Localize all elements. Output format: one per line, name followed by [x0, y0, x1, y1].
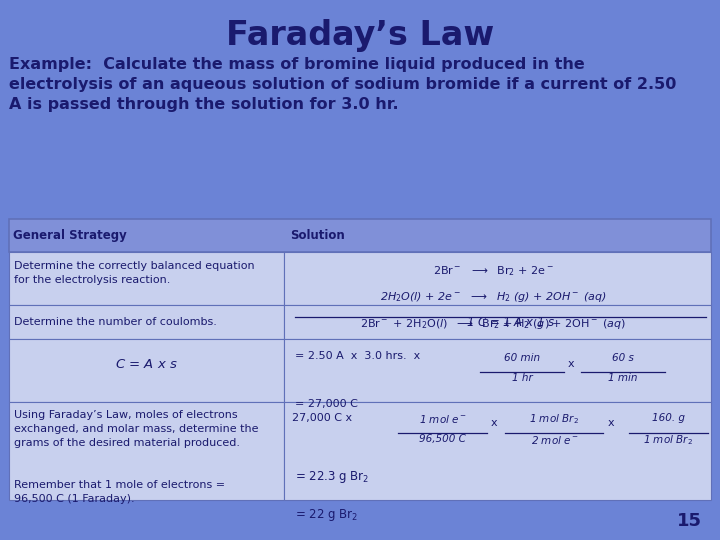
Text: 1 min: 1 min: [608, 373, 637, 383]
Text: 2Br$^-$ + 2H$_2$O($l$)  $\longrightarrow$  Br$_2$ + H$_2$ ($g$) + 2OH$^-$ ($aq$): 2Br$^-$ + 2H$_2$O($l$) $\longrightarrow$…: [360, 317, 626, 331]
Text: = 22 g Br$_2$: = 22 g Br$_2$: [295, 507, 358, 523]
Text: 96,500 C: 96,500 C: [419, 434, 467, 444]
Text: 1 hr: 1 hr: [512, 373, 532, 383]
Text: 1 mol e$^-$: 1 mol e$^-$: [419, 413, 467, 424]
Text: 60 min: 60 min: [504, 353, 540, 363]
Text: = 2.50 A  x  3.0 hrs.  x: = 2.50 A x 3.0 hrs. x: [295, 350, 420, 361]
Text: x: x: [567, 359, 575, 369]
Bar: [9, 339, 284, 402]
Bar: [284, 305, 711, 339]
Text: Solution: Solution: [290, 229, 345, 242]
Text: 2H$_2$O($l$) + 2e$^-$  $\longrightarrow$  H$_2$ ($g$) + 2OH$^-$ ($aq$): 2H$_2$O($l$) + 2e$^-$ $\longrightarrow$ …: [380, 290, 606, 304]
Text: 160. g: 160. g: [652, 413, 685, 423]
Bar: [9, 402, 284, 500]
Text: 60 s: 60 s: [612, 353, 634, 363]
Bar: [9, 219, 711, 252]
Text: x: x: [607, 418, 614, 428]
Text: Using Faraday’s Law, moles of electrons
exchanged, and molar mass, determine the: Using Faraday’s Law, moles of electrons …: [14, 410, 258, 448]
Text: Determine the correctly balanced equation
for the electrolysis reaction.: Determine the correctly balanced equatio…: [14, 261, 254, 285]
Text: 27,000 C x: 27,000 C x: [292, 413, 352, 423]
Bar: [284, 339, 711, 402]
Bar: [284, 402, 711, 500]
Text: 15: 15: [677, 512, 702, 530]
Bar: [284, 252, 711, 305]
Text: $C$ = $A$ x $s$: $C$ = $A$ x $s$: [115, 359, 178, 372]
Text: 2Br$^-$  $\longrightarrow$  Br$_2$ + 2e$^-$: 2Br$^-$ $\longrightarrow$ Br$_2$ + 2e$^-…: [433, 264, 554, 278]
Text: = 22.3 g Br$_2$: = 22.3 g Br$_2$: [295, 469, 369, 485]
Text: Remember that 1 mole of electrons =
96,500 C (1 Faraday).: Remember that 1 mole of electrons = 96,5…: [14, 480, 225, 504]
Text: Determine the number of coulombs.: Determine the number of coulombs.: [14, 317, 217, 327]
Text: = 27,000 C: = 27,000 C: [295, 399, 358, 409]
Bar: [9, 252, 284, 305]
Text: 1 mol Br$_2$: 1 mol Br$_2$: [643, 434, 693, 448]
Text: 2 mol e$^-$: 2 mol e$^-$: [531, 434, 578, 445]
Bar: [9, 305, 284, 339]
Text: Example:  Calculate the mass of bromine liquid produced in the
electrolysis of a: Example: Calculate the mass of bromine l…: [9, 57, 677, 112]
Text: 1 mol Br$_2$: 1 mol Br$_2$: [529, 413, 580, 427]
Text: General Strategy: General Strategy: [13, 229, 127, 242]
Text: 1 $C$ = 1 $A$ x 1 $s$: 1 $C$ = 1 $A$ x 1 $s$: [467, 315, 556, 328]
Text: Faraday’s Law: Faraday’s Law: [226, 19, 494, 52]
Text: x: x: [490, 418, 498, 428]
